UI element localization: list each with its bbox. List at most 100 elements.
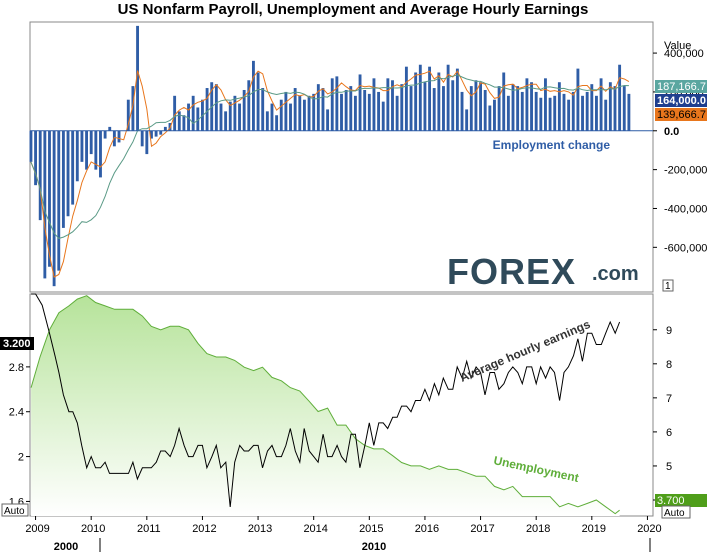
employment-bar — [576, 68, 580, 131]
employment-bar — [233, 95, 237, 131]
employment-bar — [340, 93, 343, 131]
right-auto-box[interactable] — [661, 505, 691, 519]
left-y-tick-label: 2.8 — [9, 362, 24, 374]
employment-bar — [442, 86, 445, 131]
employment-bar — [372, 78, 376, 131]
employment-bar — [418, 64, 422, 131]
employment-bar — [335, 76, 339, 131]
lower-right-y-ticks: 987654 — [653, 325, 672, 507]
employment-bar — [562, 93, 566, 131]
x-tick-label: 2018 — [526, 523, 550, 535]
employment-bar — [377, 91, 381, 131]
employment-bar — [265, 111, 269, 131]
x-tick-label: 2015 — [359, 523, 383, 535]
earnings-line — [31, 293, 621, 508]
unemployment-line — [30, 295, 620, 515]
employment-bar — [316, 84, 320, 131]
employment-bar — [557, 82, 561, 131]
employment-bar — [391, 80, 394, 131]
employment-bar — [590, 84, 594, 131]
upper-y-tick-label: -400,000 — [664, 203, 707, 215]
x-tick-label: 2016 — [415, 523, 439, 535]
employment-bar — [150, 130, 153, 139]
employment-bar — [604, 99, 608, 131]
employment-bar — [381, 101, 385, 131]
employment-bar — [163, 126, 167, 131]
upper-y-tick-label: 400,000 — [664, 48, 704, 60]
employment-bar — [275, 115, 279, 131]
badge-unemployment: 3.700 — [655, 494, 707, 507]
employment-bar — [242, 89, 246, 131]
employment-bar — [136, 25, 139, 131]
employment-bar — [363, 89, 367, 131]
employment-bar — [247, 80, 251, 131]
employment-bar — [196, 107, 200, 131]
employment-bar — [307, 95, 311, 131]
employment-bar — [581, 95, 584, 131]
x-tick-label: 2017 — [470, 523, 494, 535]
employment-bar — [525, 78, 529, 131]
employment-bar — [423, 82, 427, 131]
employment-bar — [516, 86, 520, 131]
employment-bar — [131, 86, 135, 131]
employment-bar — [145, 130, 149, 155]
employment-bar — [191, 95, 195, 131]
employment-bar — [173, 95, 177, 131]
employment-bar — [613, 86, 617, 131]
decade-label: 2010 — [362, 541, 386, 553]
employment-bar — [252, 60, 255, 131]
employment-bar — [595, 95, 598, 131]
employment-bar — [279, 99, 283, 131]
decade-label: 2000 — [54, 541, 78, 553]
employment-bar — [298, 95, 302, 131]
employment-bar — [428, 66, 432, 131]
employment-bar — [493, 99, 496, 131]
employment-bar — [455, 68, 459, 131]
employment-bar — [367, 93, 371, 131]
forex-logo-text: FOREX — [447, 251, 576, 292]
employment-bar — [71, 130, 75, 205]
employment-bar — [126, 99, 130, 131]
right-auto-label: Auto — [664, 508, 685, 519]
employment-bar — [530, 82, 533, 131]
x-tick-label: 2020 — [637, 523, 661, 535]
upper-y-tick-label: 0.0 — [664, 126, 679, 138]
right-y-tick-label: 9 — [666, 325, 672, 337]
employment-bar — [479, 82, 482, 131]
x-tick-label: 2019 — [582, 523, 606, 535]
employment-bar — [534, 91, 538, 131]
forex-logo: FOREX .com — [447, 251, 639, 292]
chart-title: US Nonfarm Payroll, Unemployment and Ave… — [118, 1, 589, 18]
employment-bar — [618, 64, 622, 131]
upper-corner-label: 1 — [665, 281, 671, 292]
employment-bar — [622, 86, 626, 131]
employment-bar — [353, 95, 357, 131]
employment-bar — [38, 130, 42, 221]
employment-bar — [548, 97, 552, 131]
left-auto-box[interactable] — [1, 503, 29, 517]
employment-bar — [99, 130, 102, 178]
employment-bar — [293, 88, 297, 131]
upper-y-tick-label: -600,000 — [664, 242, 707, 254]
employment-bar — [312, 93, 316, 131]
badge-ma-short: 139,666.7 — [655, 108, 707, 121]
employment-bar — [177, 111, 181, 131]
employment-bar — [395, 95, 399, 131]
employment-bar — [506, 95, 510, 131]
employment-bar — [256, 72, 260, 131]
lower-left-y-ticks: 2.82.421.6 — [9, 362, 30, 508]
employment-bar — [451, 80, 455, 131]
x-tick-label: 2009 — [25, 523, 49, 535]
unemployment-area-group — [31, 295, 620, 516]
x-tick-label: 2010 — [81, 523, 105, 535]
employment-bar — [358, 74, 362, 131]
right-y-tick-label: 5 — [666, 461, 672, 473]
employment-bar — [409, 86, 413, 131]
employment-bar — [187, 103, 190, 131]
right-y-tick-label: 6 — [666, 427, 672, 439]
employment-bar — [219, 103, 223, 131]
employment-bar — [103, 130, 107, 139]
employment-bar — [205, 88, 209, 131]
employment-bar — [108, 126, 112, 131]
employment-bar — [330, 78, 334, 131]
